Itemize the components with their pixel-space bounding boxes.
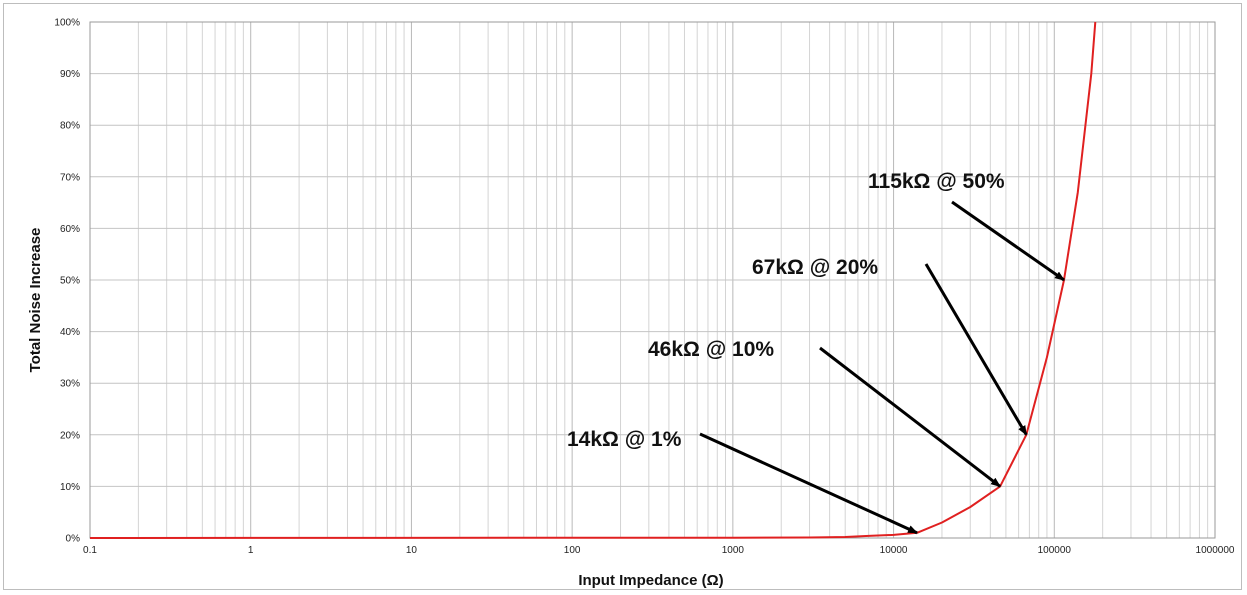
y-tick-label: 30% <box>60 379 80 390</box>
y-tick-label: 90% <box>60 69 80 80</box>
y-tick-label: 0% <box>66 534 81 545</box>
x-tick-label: 0.1 <box>83 545 97 556</box>
x-tick-label: 1000000 <box>1196 545 1235 556</box>
annotation-arrow <box>699 432 918 535</box>
annotation-label: 115kΩ @ 50% <box>868 170 1005 193</box>
y-tick-label: 80% <box>60 121 80 132</box>
x-tick-label: 1 <box>248 545 254 556</box>
x-axis-title: Input Impedance (Ω) <box>578 572 723 589</box>
series-layer <box>89 21 1097 539</box>
tick-labels: 0.1 1 10 100 1000 10000 100000 1000000 0% 10% 20% 3… <box>54 18 1234 557</box>
y-tick-label: 60% <box>60 224 80 235</box>
annotation-label: 67kΩ @ 20% <box>752 256 878 279</box>
annotation-label: 14kΩ @ 1% <box>567 428 682 451</box>
x-tick-label: 100000 <box>1038 545 1072 556</box>
annotation-arrow <box>924 263 1028 436</box>
series-line <box>89 21 1097 539</box>
y-tick-label: 50% <box>60 276 80 287</box>
chart-frame <box>3 3 1242 590</box>
grid <box>89 21 1216 539</box>
annotation-label: 46kΩ @ 10% <box>648 338 774 361</box>
x-tick-label: 10 <box>406 545 418 556</box>
x-tick-label: 1000 <box>722 545 745 556</box>
y-tick-label: 100% <box>54 18 80 29</box>
y-tick-label: 70% <box>60 172 80 183</box>
annotation-arrow <box>951 200 1065 282</box>
annotations: 115kΩ @ 50% 67kΩ @ 20% 46kΩ @ 10% 14kΩ @ 1% <box>567 170 1065 535</box>
y-tick-label: 10% <box>60 482 80 493</box>
y-tick-label: 40% <box>60 327 80 338</box>
y-tick-label: 20% <box>60 430 80 441</box>
x-tick-label: 100 <box>564 545 581 556</box>
x-tick-label: 10000 <box>880 545 908 556</box>
annotation-arrow <box>819 346 1002 488</box>
y-axis-title: Total Noise Increase <box>27 228 44 373</box>
